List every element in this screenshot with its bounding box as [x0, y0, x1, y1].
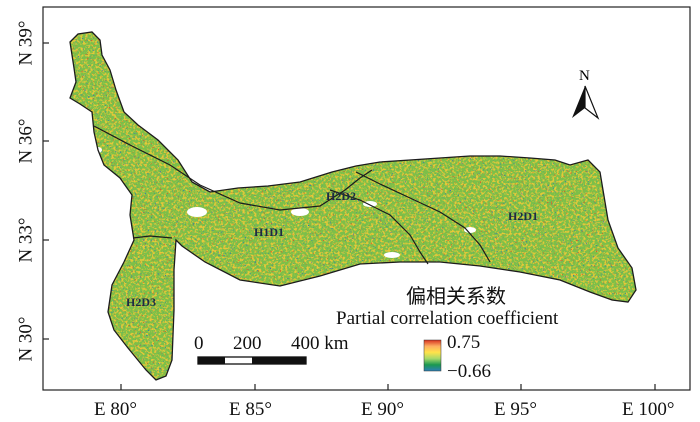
zone-label-h2d3: H2D3 [126, 295, 156, 309]
legend-max-label: 0.75 [447, 332, 481, 353]
north-arrow-icon [572, 85, 600, 120]
x-tick-label: E 90° [361, 399, 404, 420]
scale-bar [197, 356, 307, 365]
y-tick-label: N 33° [16, 217, 38, 263]
y-tick-label: N 39° [16, 20, 38, 66]
legend-colorbar [423, 339, 442, 372]
zone-label-h1d1: H1D1 [254, 225, 284, 239]
scale-label: 400 km [291, 333, 349, 354]
x-tick-label: E 100° [622, 399, 675, 420]
axis-ticks [43, 42, 656, 390]
y-tick-label: N 30° [16, 316, 38, 362]
zone-boundaries [93, 125, 491, 265]
x-tick-label: E 95° [494, 399, 537, 420]
legend-title-en: Partial correlation coefficient [336, 308, 559, 329]
zone-label-h2d1: H2D1 [508, 209, 538, 223]
x-tick-label: E 85° [229, 399, 272, 420]
region-boundary [69, 31, 637, 381]
scale-label: 0 [194, 333, 204, 354]
zone-label-h2d2: H2D2 [326, 189, 356, 203]
y-tick-label: N 36° [16, 118, 38, 164]
north-label: N [579, 68, 590, 84]
legend-title-cn: 偏相关系数 [406, 284, 506, 308]
legend-min-label: −0.66 [447, 361, 491, 382]
scale-label: 200 [233, 333, 262, 354]
x-tick-label: E 80° [94, 399, 137, 420]
